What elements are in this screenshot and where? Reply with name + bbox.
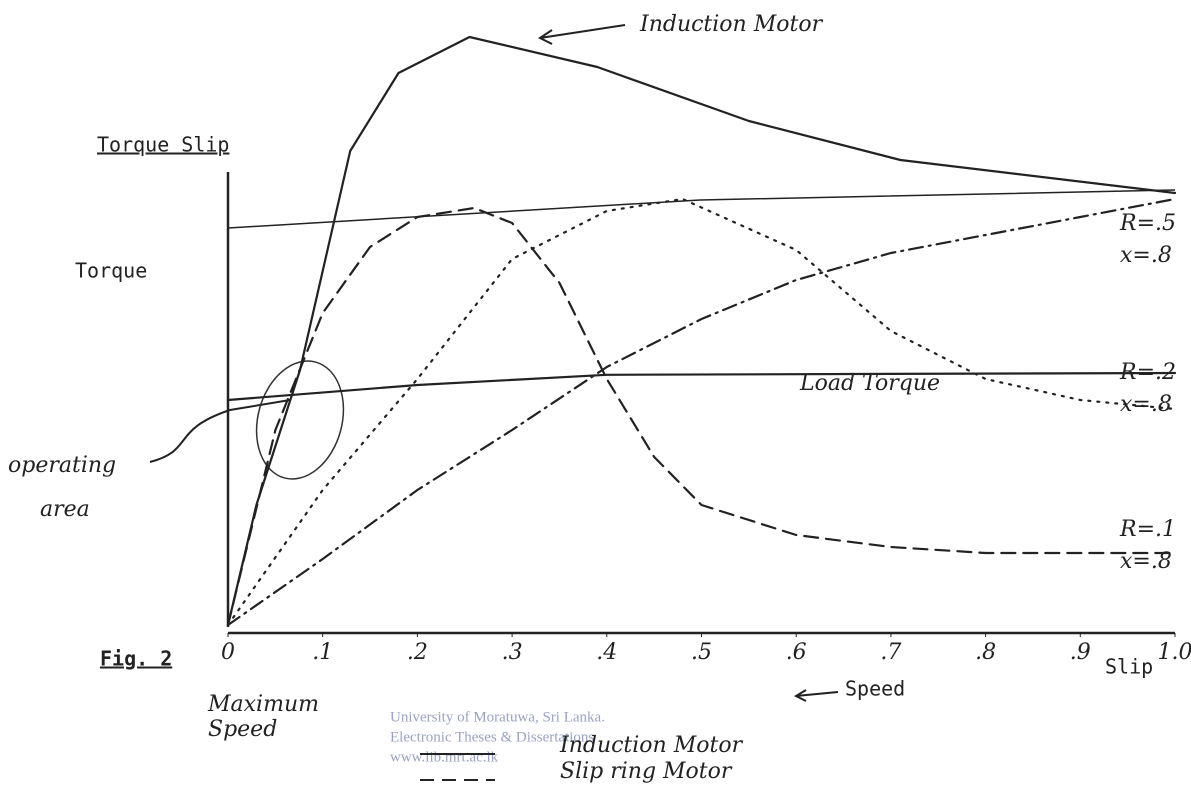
x-tick-label: .9 <box>1070 640 1091 665</box>
origin-label: Speed <box>208 717 277 742</box>
watermark: University of Moratuwa, Sri Lanka. <box>390 709 605 725</box>
annotation-arrow <box>540 25 625 44</box>
x-tick-label: 0 <box>221 640 235 665</box>
series-label: Load Torque <box>799 371 940 396</box>
reference-line <box>228 190 1175 228</box>
x-tick-label: .4 <box>596 640 617 665</box>
legend-label: Slip ring Motor <box>560 759 733 784</box>
x-tick-label: .8 <box>975 640 996 665</box>
series-reactance: x=.8 <box>1120 392 1172 417</box>
x-tick-label: .3 <box>502 640 523 665</box>
series-label: Induction Motor <box>639 12 824 37</box>
direction-label: Speed <box>845 677 905 701</box>
series-reactance: x=.8 <box>1120 549 1172 574</box>
operating-label: area <box>40 497 90 522</box>
x-tick-label: 1.0 <box>1158 640 1191 665</box>
series-line <box>228 37 1175 625</box>
chart: Torque Slip Torque Fig. 2 Slip Speed Max… <box>0 0 1191 801</box>
series-reactance: x=.8 <box>1120 243 1172 268</box>
operating-label: operating <box>8 453 116 478</box>
legend-label: Induction Motor <box>559 733 744 758</box>
series-label: R=.2 <box>1119 360 1176 385</box>
origin-label: Maximum <box>207 692 319 717</box>
series-label: R=.1 <box>1119 517 1176 542</box>
watermark: www.lib.mrt.ac.lk <box>390 749 499 765</box>
series-label: R=.5 <box>1119 211 1176 236</box>
x-tick-label: .5 <box>691 640 712 665</box>
series-line <box>228 199 1175 625</box>
chart-title: Torque Slip <box>97 133 229 157</box>
series-line <box>228 208 1175 625</box>
x-tick-label: .6 <box>786 640 807 665</box>
x-tick-label: .2 <box>407 640 428 665</box>
y-axis-label: Torque <box>75 259 147 283</box>
figure-label: Fig. 2 <box>100 647 172 671</box>
series-line <box>228 199 1175 625</box>
x-tick-label: .7 <box>880 640 901 665</box>
x-tick-label: .1 <box>312 640 333 665</box>
x-axis-label: Slip <box>1105 655 1153 679</box>
direction-arrow <box>796 690 838 701</box>
series-line <box>228 373 1175 400</box>
